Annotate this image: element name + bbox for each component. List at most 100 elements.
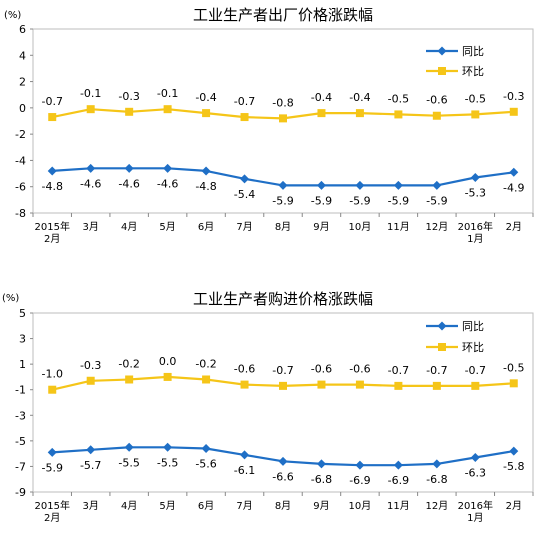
data-label: -6.3	[465, 466, 486, 479]
data-label: -0.1	[157, 87, 178, 100]
data-label: -6.9	[388, 474, 409, 487]
data-label: -4.6	[118, 177, 139, 190]
y-unit-label: (%)	[4, 10, 21, 21]
legend-label: 环比	[462, 341, 484, 354]
data-label: -5.9	[388, 194, 409, 207]
data-label: -0.7	[465, 364, 486, 377]
data-point	[471, 381, 480, 390]
x-tick-label: 4月	[121, 500, 137, 512]
data-label: -0.7	[41, 95, 62, 108]
data-label: -0.2	[118, 357, 139, 370]
data-label: -0.3	[80, 359, 101, 372]
data-label: -0.5	[465, 92, 486, 105]
x-tick-label: 12月	[425, 221, 448, 233]
data-label: -5.9	[349, 194, 370, 207]
data-point	[317, 109, 326, 118]
data-point	[432, 180, 442, 190]
data-label: -6.6	[272, 470, 293, 483]
x-tick-label: 2016年 1月	[458, 220, 493, 245]
data-point	[355, 380, 364, 389]
x-tick-label: 9月	[313, 221, 329, 233]
data-point	[163, 372, 172, 381]
data-point	[355, 109, 364, 118]
data-point	[509, 446, 519, 456]
data-label: -4.6	[157, 177, 178, 190]
y-tick-label: -4	[15, 154, 26, 167]
data-point	[201, 166, 211, 176]
x-tick-label: 10月	[349, 500, 372, 512]
data-label: -0.4	[349, 91, 370, 104]
data-label: -0.3	[503, 90, 524, 103]
x-tick-label: 8月	[275, 221, 291, 233]
x-tick-label: 12月	[425, 500, 448, 512]
data-label: -4.8	[195, 180, 216, 193]
y-tick-label: -1	[15, 384, 26, 397]
x-tick-label: 3月	[83, 221, 99, 233]
data-point	[202, 375, 211, 384]
data-label: -0.4	[311, 91, 332, 104]
data-point	[279, 114, 287, 123]
x-tick-label: 4月	[121, 221, 137, 233]
data-point	[240, 450, 250, 460]
legend-swatch-marker	[438, 343, 446, 351]
y-tick-label: -3	[15, 409, 26, 422]
data-label: -5.9	[426, 194, 447, 207]
data-point	[163, 105, 172, 114]
x-tick-label: 11月	[387, 500, 410, 512]
y-tick-label: -7	[15, 460, 26, 473]
data-label: -5.9	[272, 194, 293, 207]
data-point	[86, 163, 96, 173]
data-label: -5.7	[80, 459, 101, 472]
x-tick-label: 2016年 1月	[458, 499, 493, 524]
y-tick-label: -2	[15, 128, 26, 141]
chart-title: 工业生产者购进价格涨跌幅	[193, 290, 373, 308]
data-label: -0.7	[426, 364, 447, 377]
x-tick-label: 7月	[236, 500, 252, 512]
data-label: -0.2	[195, 357, 216, 370]
y-tick-label: 5	[19, 307, 26, 320]
data-point	[317, 380, 326, 389]
x-tick-label: 2月	[506, 221, 522, 233]
x-tick-label: 6月	[198, 221, 214, 233]
data-point	[509, 167, 519, 177]
y-tick-label: 6	[19, 23, 26, 36]
data-point	[394, 110, 403, 119]
x-tick-label: 6月	[198, 500, 214, 512]
data-label: -4.6	[80, 177, 101, 190]
data-label: -5.9	[41, 461, 62, 474]
data-label: -0.7	[234, 95, 255, 108]
data-point	[316, 180, 326, 190]
data-label: -0.6	[426, 94, 447, 107]
legend-swatch-marker	[437, 46, 447, 56]
data-label: -1.0	[41, 368, 62, 381]
data-point	[393, 460, 403, 470]
x-tick-label: 3月	[83, 500, 99, 512]
x-tick-label: 5月	[159, 500, 175, 512]
data-label: -5.5	[157, 456, 178, 469]
data-label: -0.7	[388, 364, 409, 377]
data-label: -0.8	[272, 96, 293, 109]
x-tick-label: 7月	[236, 221, 252, 233]
legend-swatch-marker	[437, 321, 447, 331]
data-label: -5.3	[465, 187, 486, 200]
data-point	[86, 105, 95, 114]
data-point	[509, 379, 518, 388]
data-point	[432, 459, 442, 469]
data-label: 0.0	[159, 355, 177, 368]
data-label: -6.1	[234, 464, 255, 477]
data-point	[47, 447, 57, 457]
data-label: -4.8	[41, 180, 62, 193]
y-tick-label: 0	[19, 102, 26, 115]
y-tick-label: -8	[15, 207, 26, 220]
data-point	[201, 444, 211, 454]
data-point	[163, 163, 173, 173]
data-label: -0.5	[388, 92, 409, 105]
data-label: -5.8	[503, 460, 524, 473]
y-tick-label: 1	[19, 358, 26, 371]
data-point	[240, 174, 250, 184]
data-point	[163, 442, 173, 452]
data-label: -5.6	[195, 458, 216, 471]
chart-ppi-output: 工业生产者出厂价格涨跌幅 (%) 6 4 2 0 -2 -4 -6 -8 2015年 2月 3月 4月…	[4, 6, 534, 245]
data-point	[355, 180, 365, 190]
x-tick-label: 8月	[275, 500, 291, 512]
